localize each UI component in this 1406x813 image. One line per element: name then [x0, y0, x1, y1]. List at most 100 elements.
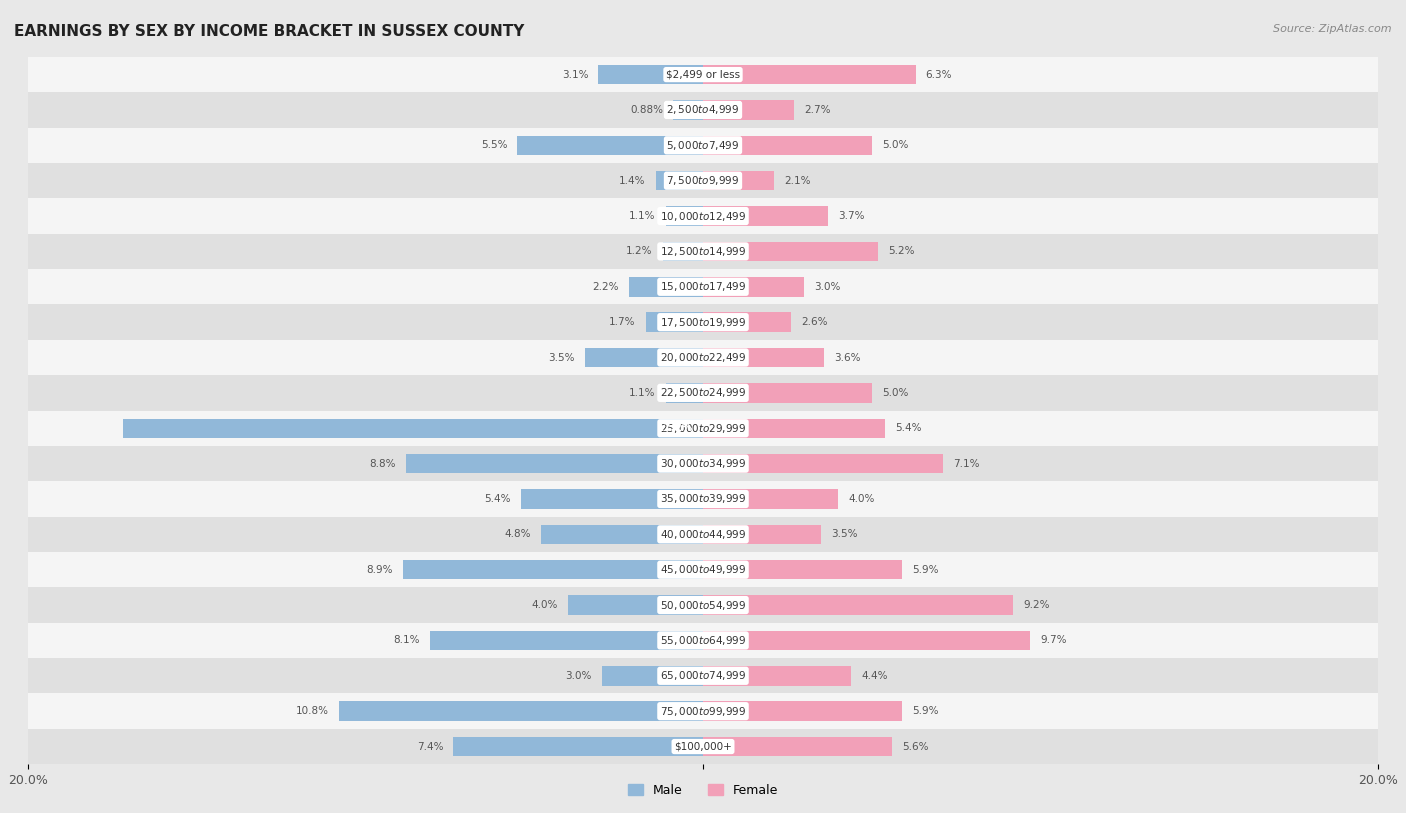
Bar: [28, 481, 1378, 517]
Bar: [28, 92, 1378, 128]
Text: 0.88%: 0.88%: [630, 105, 664, 115]
Text: $40,000 to $44,999: $40,000 to $44,999: [659, 528, 747, 541]
Bar: [453, 737, 703, 756]
Text: 2.7%: 2.7%: [804, 105, 831, 115]
Text: 4.0%: 4.0%: [531, 600, 558, 610]
Text: $15,000 to $17,499: $15,000 to $17,499: [659, 280, 747, 293]
Text: 1.1%: 1.1%: [630, 388, 655, 398]
Text: 7.4%: 7.4%: [416, 741, 443, 751]
Bar: [703, 277, 804, 297]
Text: $10,000 to $12,499: $10,000 to $12,499: [659, 210, 747, 223]
Text: 1.2%: 1.2%: [626, 246, 652, 256]
Legend: Male, Female: Male, Female: [628, 784, 778, 797]
Text: 3.0%: 3.0%: [814, 282, 841, 292]
Bar: [28, 340, 1378, 375]
Bar: [28, 163, 1378, 198]
Bar: [28, 552, 1378, 587]
Bar: [703, 524, 821, 544]
Text: $2,500 to $4,999: $2,500 to $4,999: [666, 103, 740, 116]
Bar: [703, 702, 903, 721]
Bar: [628, 277, 703, 297]
Text: $12,500 to $14,999: $12,500 to $14,999: [659, 245, 747, 258]
Bar: [28, 198, 1378, 233]
Text: $25,000 to $29,999: $25,000 to $29,999: [659, 422, 747, 435]
Bar: [28, 517, 1378, 552]
Text: $2,499 or less: $2,499 or less: [666, 70, 740, 80]
Text: $20,000 to $22,499: $20,000 to $22,499: [659, 351, 747, 364]
Bar: [703, 312, 790, 332]
Text: 3.1%: 3.1%: [562, 70, 588, 80]
Bar: [585, 348, 703, 367]
Bar: [430, 631, 703, 650]
Bar: [703, 171, 773, 190]
Text: $22,500 to $24,999: $22,500 to $24,999: [659, 386, 747, 399]
Text: 3.5%: 3.5%: [548, 353, 575, 363]
Text: 8.9%: 8.9%: [366, 565, 392, 575]
Text: 4.0%: 4.0%: [848, 494, 875, 504]
Bar: [402, 560, 703, 580]
Text: 1.1%: 1.1%: [630, 211, 655, 221]
Bar: [666, 207, 703, 226]
Bar: [28, 623, 1378, 658]
Bar: [28, 57, 1378, 92]
Text: 5.0%: 5.0%: [882, 388, 908, 398]
Bar: [602, 666, 703, 685]
Text: $65,000 to $74,999: $65,000 to $74,999: [659, 669, 747, 682]
Text: $35,000 to $39,999: $35,000 to $39,999: [659, 493, 747, 506]
Text: 3.0%: 3.0%: [565, 671, 592, 680]
Bar: [703, 419, 886, 438]
Text: 3.6%: 3.6%: [835, 353, 860, 363]
Bar: [28, 693, 1378, 729]
Text: 6.3%: 6.3%: [925, 70, 952, 80]
Bar: [703, 383, 872, 402]
Bar: [599, 65, 703, 85]
Text: $75,000 to $99,999: $75,000 to $99,999: [659, 705, 747, 718]
Text: 8.8%: 8.8%: [370, 459, 396, 468]
Text: 5.2%: 5.2%: [889, 246, 915, 256]
Text: $55,000 to $64,999: $55,000 to $64,999: [659, 634, 747, 647]
Bar: [703, 595, 1014, 615]
Bar: [28, 233, 1378, 269]
Text: 4.8%: 4.8%: [505, 529, 531, 539]
Bar: [703, 65, 915, 85]
Bar: [703, 100, 794, 120]
Text: $5,000 to $7,499: $5,000 to $7,499: [666, 139, 740, 152]
Text: 2.2%: 2.2%: [592, 282, 619, 292]
Bar: [28, 375, 1378, 411]
Text: 4.4%: 4.4%: [862, 671, 889, 680]
Bar: [406, 454, 703, 473]
Bar: [703, 136, 872, 155]
Text: 5.9%: 5.9%: [912, 706, 939, 716]
Text: $7,500 to $9,999: $7,500 to $9,999: [666, 174, 740, 187]
Bar: [662, 241, 703, 261]
Bar: [703, 489, 838, 509]
Bar: [28, 411, 1378, 446]
Bar: [28, 587, 1378, 623]
Text: 3.5%: 3.5%: [831, 529, 858, 539]
Text: 17.2%: 17.2%: [657, 424, 693, 433]
Text: 9.2%: 9.2%: [1024, 600, 1050, 610]
Bar: [28, 729, 1378, 764]
Bar: [703, 666, 852, 685]
Bar: [541, 524, 703, 544]
Bar: [28, 269, 1378, 304]
Text: $45,000 to $49,999: $45,000 to $49,999: [659, 563, 747, 576]
Text: 8.1%: 8.1%: [394, 636, 419, 646]
Bar: [703, 241, 879, 261]
Text: 7.1%: 7.1%: [953, 459, 979, 468]
Bar: [122, 419, 703, 438]
Text: 10.8%: 10.8%: [295, 706, 329, 716]
Bar: [703, 207, 828, 226]
Text: $17,500 to $19,999: $17,500 to $19,999: [659, 315, 747, 328]
Text: 5.0%: 5.0%: [882, 141, 908, 150]
Text: 9.7%: 9.7%: [1040, 636, 1067, 646]
Text: 2.1%: 2.1%: [785, 176, 810, 185]
Bar: [339, 702, 703, 721]
Text: 5.9%: 5.9%: [912, 565, 939, 575]
Bar: [666, 383, 703, 402]
Bar: [520, 489, 703, 509]
Text: 5.6%: 5.6%: [903, 741, 928, 751]
Text: 1.7%: 1.7%: [609, 317, 636, 327]
Text: 3.7%: 3.7%: [838, 211, 865, 221]
Text: 1.4%: 1.4%: [619, 176, 645, 185]
